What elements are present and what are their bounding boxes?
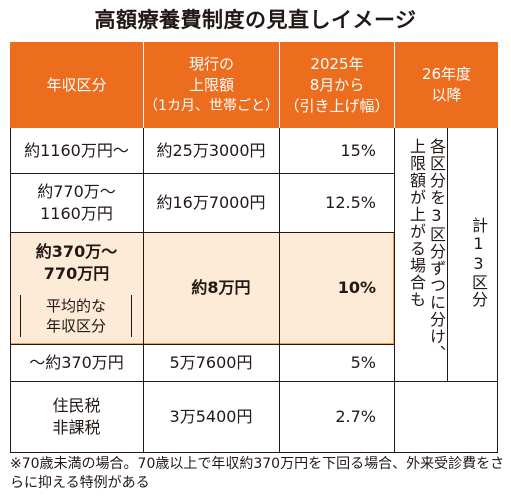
average-income-note: 平均的な 年収区分 <box>20 295 132 337</box>
header-current-limit-line2: 上限額 <box>188 75 234 94</box>
row1-limit: 約25万3000円 <box>156 140 266 160</box>
future-split-note: 各区分を3区分ずつに分け、 上限額が上がる場合も <box>398 138 446 378</box>
row4-income-label: ～約370万円 <box>29 352 124 372</box>
row2-income-line2: 1160万円 <box>40 203 113 223</box>
row5-income: 住民税 非課税 <box>10 381 143 452</box>
header-fy26-onward: 26年度 以降 <box>395 42 498 128</box>
header-from-2025-line2: 8月から <box>309 75 365 94</box>
header-current-limit: 現行の 上限額 （1カ月、世帯ごと） <box>144 42 279 128</box>
header-current-limit-line3: （1カ月、世帯ごと） <box>144 97 279 114</box>
average-note-line1: 平均的な <box>45 297 106 315</box>
row4-limit: 5万7600円 <box>169 352 253 372</box>
row1-income: 約1160万円～ <box>10 128 143 173</box>
future-total-note: 計13区分 <box>469 217 488 308</box>
row2-increase: 12.5% <box>325 192 376 212</box>
header-from-2025: 2025年 8月から （引き上げ幅） <box>280 42 394 128</box>
row2-limit: 約16万7000円 <box>156 192 266 212</box>
average-income-bracket <box>20 295 132 337</box>
highlight-average-row <box>10 232 394 344</box>
page-title: 高額療養費制度の見直しイメージ <box>94 8 417 32</box>
row3-limit: 約8万円 <box>191 278 251 297</box>
row2-income-line1: 約770万～ <box>37 181 116 201</box>
header-from-2025-line3: （引き上げ幅） <box>284 96 390 115</box>
row5-income-line1: 住民税 <box>52 395 101 415</box>
row3-income-line1: 約370万～ <box>35 242 118 261</box>
header-fy26-line1: 26年度 <box>421 65 472 83</box>
row4-income: ～約370万円 <box>10 344 143 381</box>
header-current-limit-line1: 現行の <box>188 54 234 73</box>
row2-income: 約770万～ 1160万円 <box>10 173 143 232</box>
row1-increase: 15% <box>340 140 376 160</box>
header-income-class-label: 年収区分 <box>46 75 107 94</box>
row3-income-line2: 770万円 <box>43 264 110 283</box>
row3-increase: 10% <box>337 278 376 297</box>
header-fy26-line2: 以降 <box>431 86 462 104</box>
row1-income-label: 約1160万円～ <box>24 140 129 160</box>
header-income-class: 年収区分 <box>10 42 143 128</box>
header-from-2025-line1: 2025年 <box>310 54 364 73</box>
row3-income: 約370万～ 770万円 <box>10 240 143 286</box>
row5-income-line2: 非課税 <box>52 417 101 437</box>
comparison-table: 年収区分 現行の 上限額 （1カ月、世帯ごと） 2025年 8月から （引き上げ… <box>10 42 498 453</box>
footnote: ※70歳未満の場合。70歳以上で年収約370万円を下回る場合、外来受診費をさらに… <box>10 456 505 491</box>
average-note-line2: 年収区分 <box>45 317 106 335</box>
row5-increase: 2.7% <box>335 406 376 426</box>
row5-limit: 3万5400円 <box>169 406 253 426</box>
future-split-line1: 各区分を3区分ずつに分け、 <box>427 138 446 362</box>
future-split-line2: 上限額が上がる場合も <box>407 138 426 308</box>
row4-increase: 5% <box>350 352 376 372</box>
